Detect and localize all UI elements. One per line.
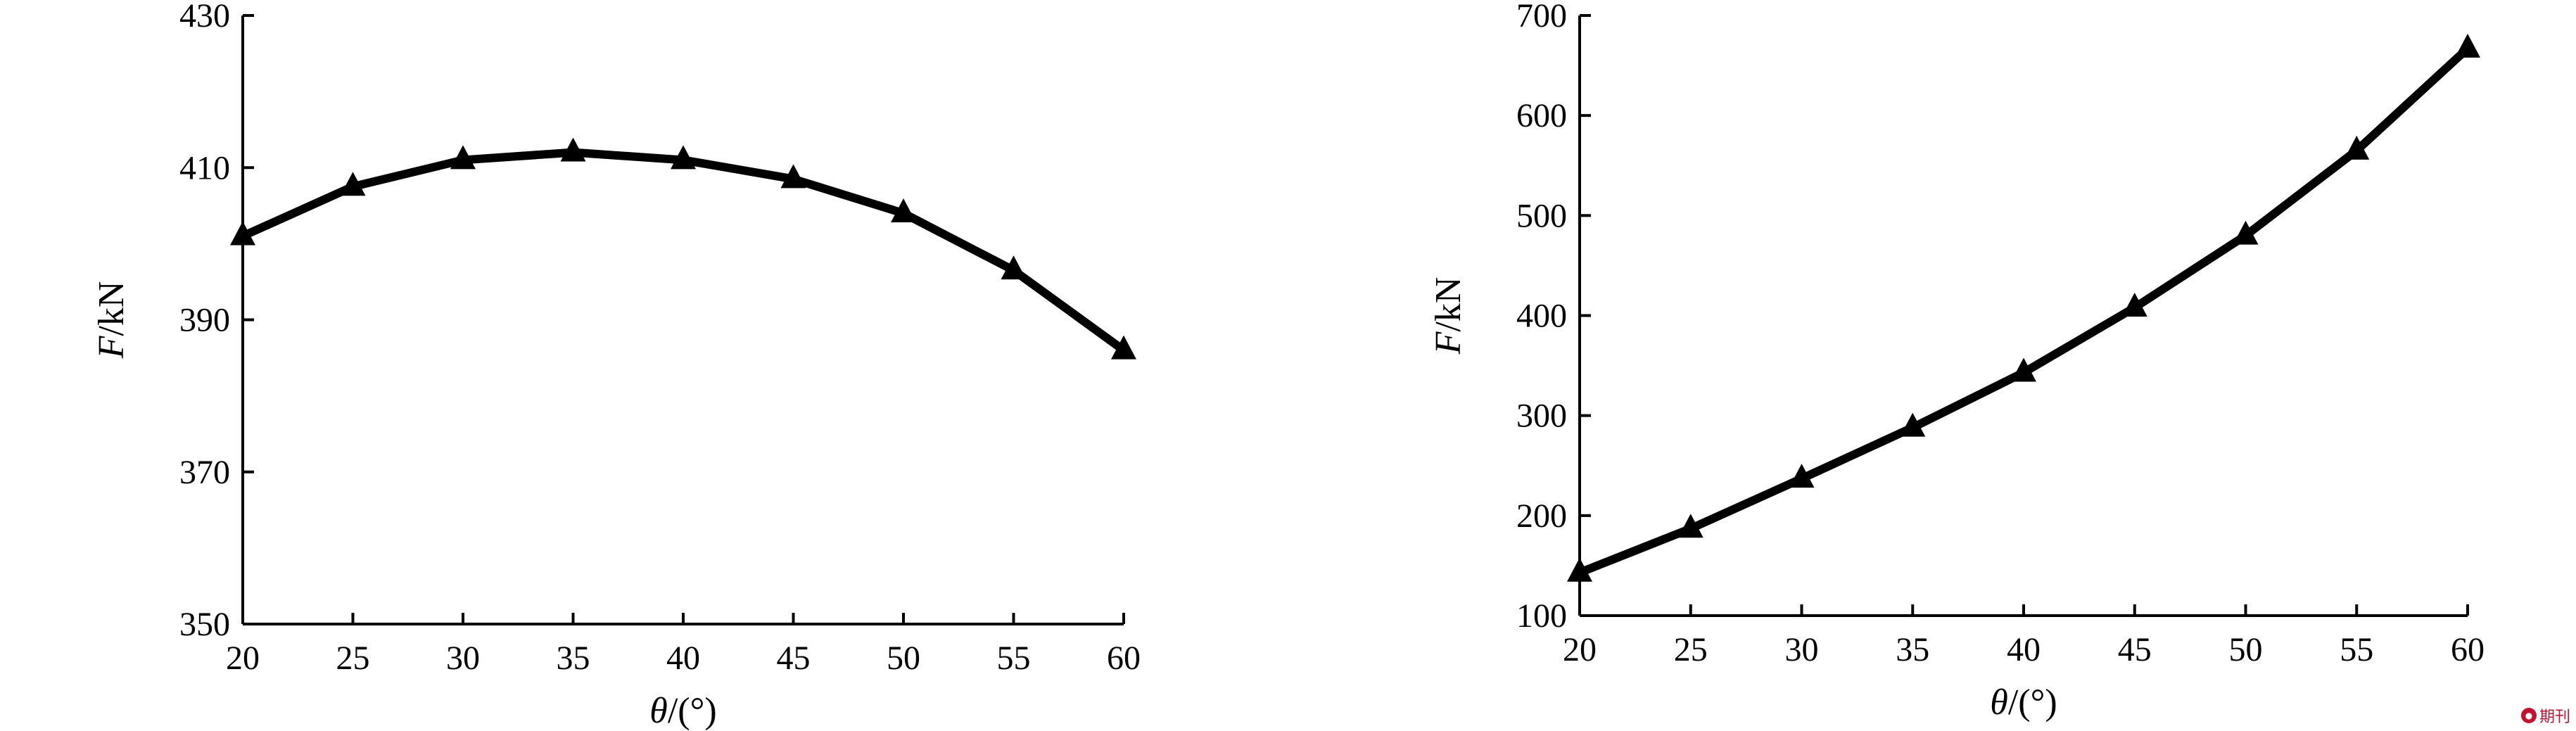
x-tick-label: 45	[777, 640, 811, 677]
y-axis-label: F/kN	[1428, 277, 1468, 355]
x-tick-label: 20	[1563, 631, 1597, 668]
chart-right: 100 200 300 400 500 600 700 20 25 30 35 40 45 50 55 60 θ…	[1428, 0, 2485, 723]
x-tick-label: 50	[887, 640, 920, 677]
series-line	[1575, 44, 2472, 577]
data-point-marker	[1677, 514, 1703, 538]
data-point-marker	[340, 172, 366, 196]
x-tick-label: 55	[2340, 631, 2373, 668]
x-tick-label: 30	[1785, 631, 1819, 668]
y-tick-label: 600	[1516, 97, 1567, 134]
data-point-marker	[2233, 220, 2259, 245]
y-tick-label: 400	[1516, 298, 1567, 335]
watermark-logo-icon: ●	[2520, 708, 2537, 723]
data-point-marker	[891, 198, 916, 223]
x-axis-label: θ/(°)	[1990, 682, 2057, 723]
x-tick-label: 30	[446, 640, 480, 677]
y-tick-label: 100	[1516, 597, 1567, 635]
data-point-marker	[1789, 464, 1815, 488]
y-tick-label: 370	[179, 454, 230, 491]
chart-left: 350 370 390 410 430 20 25 30 35 40 45 50 55 60 θ/(°) F/…	[91, 0, 1141, 731]
y-tick-label: 350	[179, 606, 230, 643]
y-tick-label: 500	[1516, 197, 1567, 234]
data-point-marker	[2121, 293, 2147, 317]
x-tick-label: 60	[1107, 640, 1141, 677]
data-point-marker	[2344, 135, 2370, 160]
x-tick-label: 40	[666, 640, 700, 677]
series-line	[239, 148, 1128, 355]
data-point-marker	[1001, 255, 1027, 280]
data-point-marker	[230, 221, 255, 246]
x-tick-label: 50	[2229, 631, 2263, 668]
y-tick-label: 200	[1516, 497, 1567, 535]
y-axis-label: F/kN	[91, 281, 132, 360]
y-tick-label: 300	[1516, 398, 1567, 435]
x-tick-label: 60	[2451, 631, 2485, 668]
x-axis-label: θ/(°)	[649, 691, 716, 731]
y-tick-label: 410	[179, 149, 230, 186]
x-tick-label: 40	[2007, 631, 2041, 668]
x-tick-label: 45	[2118, 631, 2152, 668]
data-point-marker	[2011, 357, 2036, 382]
data-point-marker	[2455, 33, 2480, 58]
data-point-marker	[560, 137, 586, 162]
y-tick-label: 390	[179, 302, 230, 339]
y-tick-label: 430	[179, 0, 230, 34]
y-tick-label: 700	[1516, 0, 1567, 34]
watermark-text: 期刊	[2539, 708, 2570, 726]
watermark: ● 期刊	[2520, 704, 2570, 727]
x-tick-label: 35	[557, 640, 590, 677]
x-tick-label: 35	[1896, 631, 1929, 668]
x-tick-label: 25	[336, 640, 370, 677]
x-tick-label: 20	[226, 640, 260, 677]
data-point-marker	[1111, 335, 1136, 360]
data-point-marker	[450, 145, 476, 170]
data-point-marker	[671, 145, 696, 170]
x-tick-label: 55	[997, 640, 1031, 677]
x-tick-label: 25	[1674, 631, 1708, 668]
data-point-marker	[780, 164, 806, 189]
data-point-marker	[1567, 557, 1592, 582]
data-point-marker	[1900, 412, 1926, 437]
